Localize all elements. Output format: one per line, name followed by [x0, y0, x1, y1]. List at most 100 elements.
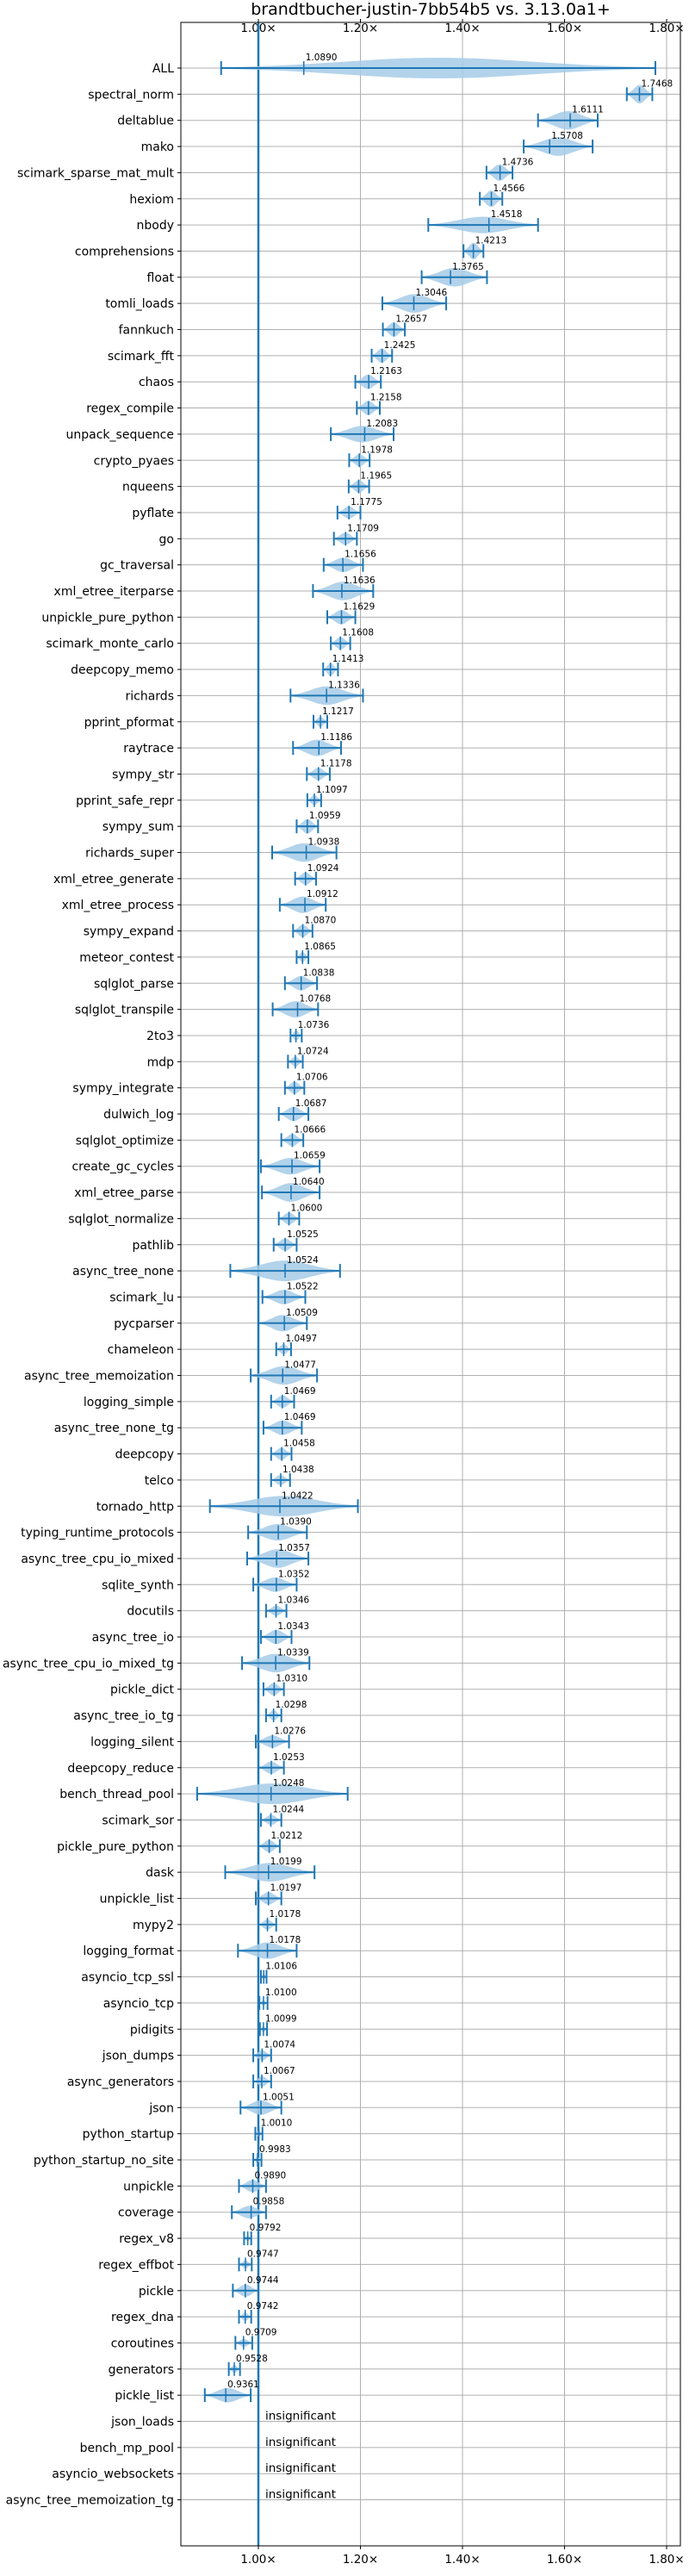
value-label: 1.4213 [475, 235, 507, 246]
benchmark-label: coverage [118, 2206, 174, 2220]
value-label: 0.9747 [247, 2249, 279, 2259]
benchmark-label: unpickle [123, 2180, 174, 2193]
value-label: 0.9792 [250, 2223, 282, 2233]
benchmark-label: richards_super [85, 847, 174, 861]
value-label: 1.0339 [277, 1647, 309, 1658]
benchmark-label: async_generators [67, 2075, 174, 2089]
value-label: 1.0298 [276, 1700, 307, 1710]
value-label: 1.1097 [316, 785, 348, 795]
benchmark-label: gc_traversal [100, 559, 174, 573]
value-label: 1.0422 [282, 1490, 313, 1501]
benchmark-label: ALL [152, 62, 174, 76]
value-label: 1.0938 [308, 837, 340, 848]
benchmark-label: deltablue [117, 115, 174, 128]
benchmark-label: scimark_lu [109, 1291, 174, 1304]
benchmark-label: coroutines [111, 2336, 174, 2350]
value-label: 1.0212 [271, 1831, 303, 1841]
benchmark-label: sympy_expand [84, 925, 174, 939]
benchmark-label: deepcopy_memo [71, 663, 174, 677]
value-label: 1.0477 [284, 1360, 316, 1371]
value-label: 1.4566 [493, 184, 525, 194]
benchmark-label: scimark_monte_carlo [46, 638, 174, 651]
benchmark-label: logging_simple [84, 1396, 174, 1409]
benchmark-label: xml_etree_iterparse [54, 585, 174, 599]
value-label: 1.0178 [270, 1909, 301, 1920]
benchmark-label: async_tree_memoization_tg [6, 2494, 174, 2508]
value-label: 1.2158 [370, 393, 402, 403]
value-label: 1.0524 [287, 1255, 319, 1266]
benchmark-label: asyncio_websockets [52, 2467, 174, 2481]
benchmark-label: scimark_fft [108, 350, 175, 364]
value-label: 1.1978 [361, 445, 393, 455]
x-tick-label-top: 1.40× [444, 22, 480, 35]
benchmark-label: fannkuch [119, 324, 174, 338]
benchmark-label: deepcopy_reduce [67, 1762, 174, 1776]
value-label: 1.2657 [395, 314, 427, 325]
benchmark-label: telco [145, 1474, 174, 1488]
benchmark-label: async_tree_none [72, 1265, 174, 1279]
value-label: 1.0838 [303, 968, 335, 978]
benchmark-label: nbody [137, 219, 175, 233]
benchmark-label: mdp [147, 1055, 175, 1069]
value-label: 1.0959 [309, 811, 341, 821]
x-tick-label-bottom: 1.80× [649, 2553, 684, 2567]
benchmark-label: async_tree_io [92, 1631, 174, 1645]
benchmark-label: asyncio_tcp_ssl [81, 1971, 174, 1985]
plot-frame [180, 22, 681, 2547]
insignificant-label: insignificant [265, 2461, 336, 2475]
benchmark-label: 2to3 [146, 1030, 174, 1043]
benchmark-label: xml_etree_generate [53, 873, 174, 887]
value-label: 1.1656 [344, 550, 376, 560]
benchmark-label: float [147, 271, 175, 285]
benchmark-label: unpickle_pure_python [41, 611, 174, 625]
benchmark-label: richards [126, 689, 175, 703]
benchmark-label: pickle_dict [110, 1683, 175, 1697]
value-label: 1.0890 [306, 53, 338, 63]
benchmark-label: json_loads [110, 2416, 174, 2430]
value-label: 1.0310 [276, 1674, 307, 1684]
value-label: 1.4736 [502, 157, 534, 167]
benchmark-label: tornado_http [96, 1500, 174, 1514]
benchmark-label: sqlglot_normalize [68, 1212, 174, 1226]
insignificant-label: insignificant [265, 2410, 336, 2424]
value-label: 1.0178 [270, 1935, 301, 1945]
value-label: 1.3046 [415, 288, 447, 298]
value-label: 1.0865 [304, 942, 336, 952]
benchmark-label: asyncio_tcp [103, 1997, 174, 2011]
value-label: 1.0357 [278, 1543, 310, 1553]
value-label: 1.0390 [280, 1517, 312, 1528]
value-label: 1.2083 [366, 419, 398, 429]
value-label: 0.9742 [247, 2301, 279, 2312]
value-label: 1.4518 [491, 209, 523, 220]
value-label: 1.1178 [320, 758, 352, 768]
benchmark-label: typing_runtime_protocols [21, 1527, 174, 1540]
x-tick-label-bottom: 1.60× [547, 2553, 582, 2567]
value-label: 1.0870 [305, 916, 337, 926]
benchmark-label: mypy2 [133, 1919, 174, 1932]
value-label: 1.0666 [294, 1124, 326, 1135]
value-label: 1.0244 [272, 1804, 304, 1814]
x-tick-label-top: 1.60× [547, 22, 582, 35]
benchmark-label: python_startup [83, 2128, 174, 2142]
benchmark-label: sqlglot_optimize [76, 1134, 174, 1148]
benchmark-label: bench_mp_pool [80, 2442, 174, 2455]
benchmark-label: async_tree_io_tg [73, 1709, 174, 1723]
value-label: 1.0099 [265, 2013, 297, 2024]
value-label: 1.0458 [283, 1439, 315, 1449]
x-tick-label-top: 1.20× [343, 22, 378, 35]
benchmark-label: meteor_contest [79, 951, 174, 965]
value-label: 1.1217 [322, 706, 354, 717]
value-label: 1.0924 [307, 863, 339, 874]
value-label: 1.0197 [270, 1883, 302, 1894]
value-label: 1.0346 [278, 1596, 310, 1606]
value-label: 0.9744 [247, 2275, 279, 2286]
value-label: 1.0600 [291, 1203, 323, 1213]
benchmark-label: sqlglot_transpile [75, 1004, 174, 1017]
benchmark-label: regex_effbot [98, 2258, 174, 2272]
value-label: 1.0010 [261, 2119, 293, 2129]
benchmark-label: deepcopy [115, 1448, 174, 1462]
benchmark-label: go [159, 532, 174, 546]
value-label: 1.7468 [641, 78, 673, 89]
value-label: 1.0438 [282, 1465, 314, 1475]
